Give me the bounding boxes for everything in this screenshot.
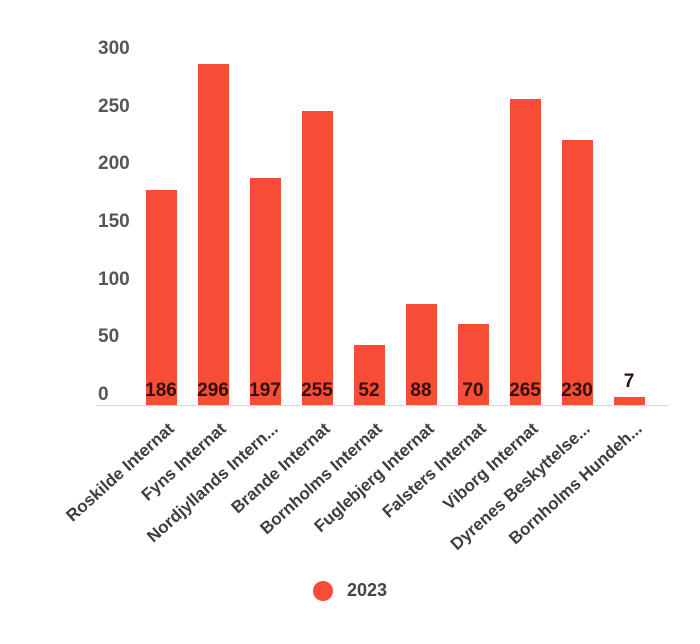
bar-value-label: 88	[410, 380, 432, 401]
legend-dot-icon	[312, 580, 333, 601]
y-tick-label: 100	[98, 268, 130, 290]
bar-value-label: 255	[301, 380, 333, 401]
bar-value-label: 7	[623, 371, 635, 392]
bar[interactable]	[353, 345, 385, 405]
bar[interactable]	[457, 324, 489, 405]
bar-value-label: 296	[197, 380, 229, 401]
bar[interactable]	[561, 140, 593, 405]
bar[interactable]	[249, 178, 281, 405]
y-tick-label: 300	[98, 38, 130, 59]
bar-value-label: 230	[561, 380, 593, 401]
bar[interactable]	[197, 64, 229, 405]
bar-value-label: 70	[462, 380, 484, 401]
bar[interactable]	[145, 190, 177, 405]
legend: 2023	[0, 580, 700, 601]
bar[interactable]	[509, 99, 541, 405]
y-tick-label: 200	[98, 153, 130, 175]
bar[interactable]	[613, 397, 645, 405]
y-tick-label: 150	[98, 211, 130, 232]
bar-value-label: 197	[249, 380, 281, 401]
y-tick-label: 250	[98, 95, 130, 117]
bar[interactable]	[405, 304, 437, 405]
bar[interactable]	[301, 111, 333, 405]
x-axis-line	[97, 405, 668, 406]
y-tick-label: 0	[98, 384, 109, 405]
y-tick-label: 50	[98, 326, 120, 348]
legend-label: 2023	[346, 580, 388, 600]
bar-value-label: 265	[509, 380, 541, 401]
bar-value-label: 52	[358, 380, 380, 401]
bar-value-label: 186	[145, 380, 177, 401]
